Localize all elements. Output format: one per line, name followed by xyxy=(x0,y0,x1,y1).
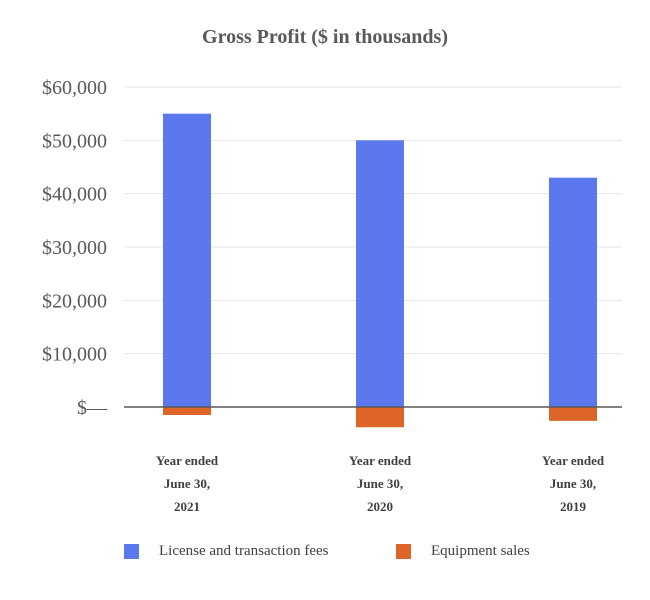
x-tick-label: June 30, xyxy=(357,476,403,491)
plot-area: $— $10,000 $20,000 $30,000 $40,000 $50,000 $60… xyxy=(42,77,622,514)
legend: License and transaction fees Equipment s… xyxy=(0,540,650,564)
legend-label-license-fees: License and transaction fees xyxy=(159,542,329,559)
x-tick-label: 2021 xyxy=(174,499,200,514)
y-tick-label: $40,000 xyxy=(42,184,107,206)
legend-item-equipment-sales: Equipment sales xyxy=(396,540,530,562)
x-tick-label: Year ended xyxy=(156,453,219,468)
y-tick-label: $20,000 xyxy=(42,290,107,312)
legend-swatch-equipment-sales xyxy=(396,543,411,559)
y-tick-label: $30,000 xyxy=(42,237,107,259)
x-tick-label: June 30, xyxy=(550,476,596,491)
y-tick-label: $10,000 xyxy=(42,344,107,366)
y-tick-label: $— xyxy=(77,397,108,419)
x-tick-label: Year ended xyxy=(349,453,412,468)
chart-title: Gross Profit ($ in thousands) xyxy=(202,26,448,48)
x-tick-label: June 30, xyxy=(164,476,210,491)
x-tick-label: 2020 xyxy=(367,499,393,514)
y-tick-label: $60,000 xyxy=(42,77,107,99)
legend-swatch-license-fees xyxy=(124,543,139,559)
x-tick-label: 2019 xyxy=(560,499,587,514)
bar-license-fees xyxy=(163,113,211,408)
bar-license-fees xyxy=(549,177,597,407)
bar-equipment-sales xyxy=(163,407,211,415)
bar-equipment-sales xyxy=(549,407,597,421)
legend-item-license-fees: License and transaction fees xyxy=(124,540,329,562)
y-tick-label: $50,000 xyxy=(42,130,107,152)
bar-license-fees xyxy=(356,140,404,408)
bar-equipment-sales xyxy=(356,407,404,428)
x-tick-label: Year ended xyxy=(542,453,605,468)
legend-label-equipment-sales: Equipment sales xyxy=(431,542,530,559)
